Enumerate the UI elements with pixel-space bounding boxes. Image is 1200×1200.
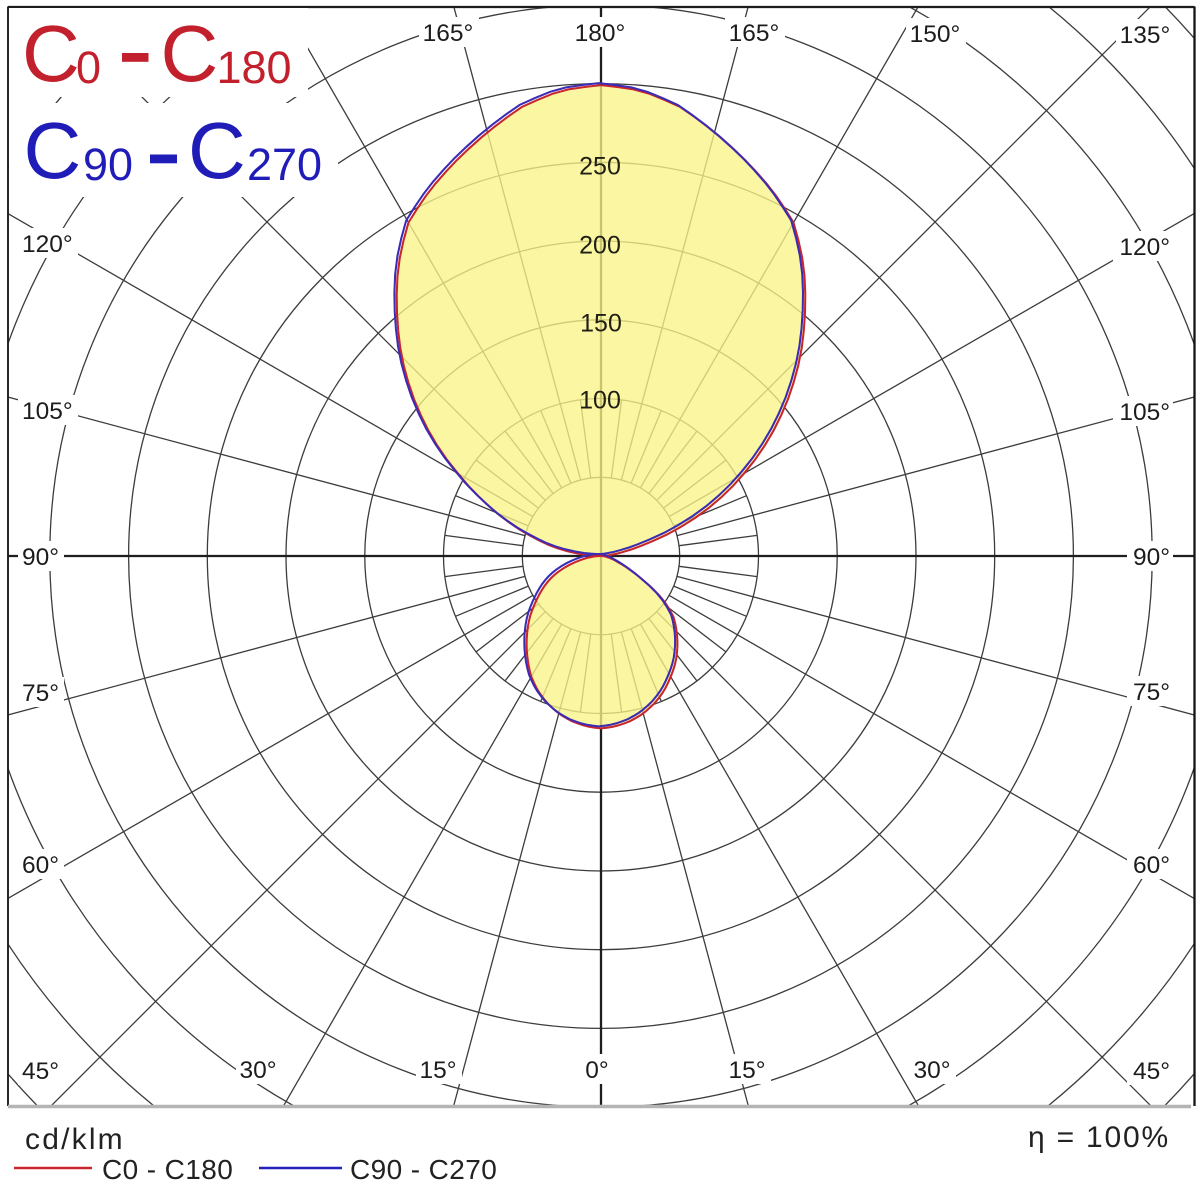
svg-text:120°: 120° xyxy=(22,231,73,258)
svg-text:90°: 90° xyxy=(22,544,59,571)
svg-text:150: 150 xyxy=(580,310,622,338)
svg-text:30°: 30° xyxy=(239,1057,276,1084)
svg-text:60°: 60° xyxy=(22,852,59,879)
svg-text:150°: 150° xyxy=(910,21,961,48)
svg-text:180°: 180° xyxy=(575,20,626,47)
svg-text:η = 100%: η = 100% xyxy=(1028,1121,1170,1154)
svg-text:60°: 60° xyxy=(1133,852,1170,879)
svg-text:15°: 15° xyxy=(728,1057,765,1084)
svg-text:75°: 75° xyxy=(1133,679,1170,706)
svg-text:C90 - C270: C90 - C270 xyxy=(350,1154,497,1185)
svg-text:CC: CC xyxy=(22,9,218,98)
svg-text:0°: 0° xyxy=(585,1057,608,1084)
svg-text:45°: 45° xyxy=(22,1058,59,1085)
svg-text:CC: CC xyxy=(24,106,246,195)
svg-text:135°: 135° xyxy=(1120,22,1171,49)
svg-text:120°: 120° xyxy=(1119,234,1170,261)
svg-text:cd/klm: cd/klm xyxy=(25,1123,125,1156)
svg-text:C0 - C180: C0 - C180 xyxy=(102,1154,233,1185)
svg-text:105°: 105° xyxy=(1119,399,1170,426)
svg-text:165°: 165° xyxy=(729,20,780,47)
svg-text:200: 200 xyxy=(579,232,621,260)
svg-text:105°: 105° xyxy=(22,398,73,425)
svg-text:90°: 90° xyxy=(1133,544,1170,571)
svg-text:15°: 15° xyxy=(419,1057,456,1084)
svg-text:45°: 45° xyxy=(1133,1058,1170,1085)
svg-text:100: 100 xyxy=(579,387,621,415)
svg-text:75°: 75° xyxy=(22,680,59,707)
svg-text:165°: 165° xyxy=(423,20,474,47)
svg-text:30°: 30° xyxy=(913,1057,950,1084)
svg-text:250: 250 xyxy=(579,153,621,181)
